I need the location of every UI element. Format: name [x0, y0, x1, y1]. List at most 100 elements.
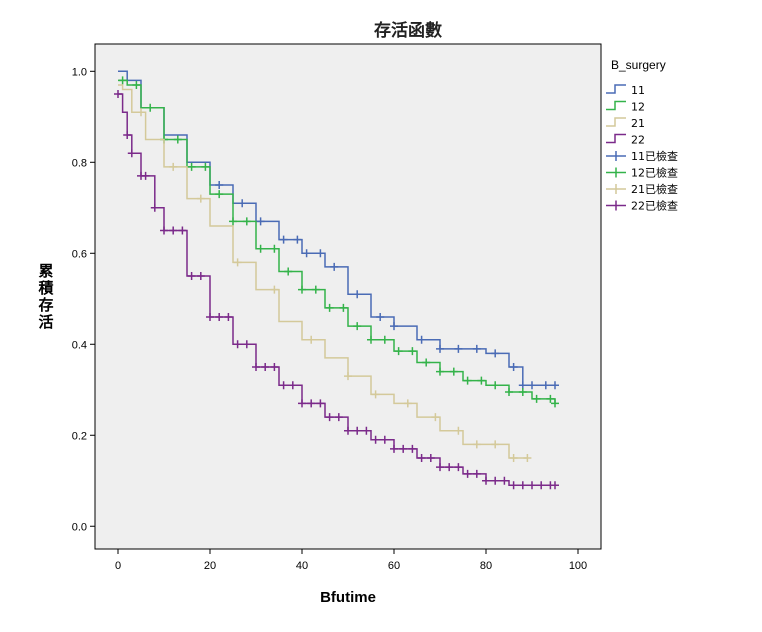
censor-mark — [518, 481, 527, 490]
chart-title: 存活函數 — [374, 20, 442, 41]
legend-censor-swatch — [606, 167, 626, 178]
censor-mark — [187, 272, 196, 281]
censor-mark — [339, 303, 348, 312]
y-axis-title-char: 積 — [37, 279, 54, 297]
censor-mark — [316, 399, 325, 408]
censor-mark — [422, 358, 431, 367]
series-11 — [118, 70, 559, 390]
censor-mark — [431, 413, 440, 422]
legend-step-swatch — [606, 84, 626, 94]
censor-mark — [325, 303, 334, 312]
censor-mark — [454, 463, 463, 472]
censor-mark — [417, 335, 426, 344]
censor-mark — [445, 463, 454, 472]
censor-mark — [491, 440, 500, 449]
censor-mark — [454, 426, 463, 435]
censor-mark — [408, 444, 417, 453]
censor-mark — [390, 322, 398, 331]
legend-step-swatch — [606, 133, 626, 144]
censor-mark — [270, 244, 279, 253]
censor-mark — [537, 481, 546, 490]
censor-mark — [261, 363, 270, 372]
censor-mark — [528, 381, 536, 390]
censor-mark — [376, 312, 385, 321]
censor-mark — [509, 363, 518, 372]
censor-mark — [380, 335, 389, 344]
censor-mark — [509, 481, 518, 490]
censor-mark — [532, 394, 541, 403]
censor-mark — [390, 444, 398, 453]
censor-mark — [344, 372, 352, 381]
censor-mark — [252, 363, 260, 372]
censor-mark — [353, 322, 362, 331]
censor-mark — [518, 388, 527, 397]
legend-censor-swatch — [606, 151, 626, 161]
censor-mark — [127, 149, 136, 158]
censor-mark — [316, 249, 325, 258]
censor-mark — [215, 181, 224, 190]
censor-mark — [288, 381, 297, 390]
x-axis: 0 20 40 60 80 100 — [115, 549, 587, 572]
censor-mark — [528, 481, 536, 490]
legend-censor-swatch — [606, 200, 626, 211]
censor-mark — [298, 399, 306, 408]
legend-title: B_surgery — [611, 58, 666, 72]
censor-mark — [256, 244, 265, 253]
censor-mark — [123, 130, 132, 139]
censor-mark — [518, 381, 527, 390]
censor-mark — [436, 367, 444, 376]
censor-mark — [229, 217, 237, 226]
series-layer — [114, 70, 559, 490]
censor-mark — [523, 454, 532, 463]
censor-mark — [463, 469, 472, 478]
censor-mark — [270, 285, 279, 294]
censor-mark — [307, 335, 316, 344]
censor-mark — [449, 367, 458, 376]
censor-mark — [491, 381, 500, 390]
y-tick-label: 0.4 — [72, 339, 87, 351]
y-axis-title-char: 存 — [38, 296, 53, 314]
censor-mark — [270, 363, 279, 372]
censor-mark — [463, 376, 472, 385]
censor-mark — [380, 435, 389, 444]
censor-mark — [169, 226, 178, 235]
censor-mark — [353, 426, 362, 435]
censor-mark — [325, 413, 334, 422]
censor-mark — [330, 262, 339, 271]
censor-mark — [403, 399, 412, 408]
censor-mark — [371, 390, 380, 399]
legend-step-swatch — [606, 117, 626, 127]
legend: B_surgery 11 12 21 22 11已檢查 12已檢查 21已檢查 22已檢查 — [606, 58, 678, 213]
censor-mark — [233, 340, 242, 349]
censor-mark — [546, 394, 555, 403]
censor-mark — [150, 203, 159, 212]
censor-mark — [302, 249, 311, 258]
censor-mark — [436, 344, 444, 353]
series-22 — [114, 90, 559, 490]
censor-mark — [311, 285, 320, 294]
y-tick-label: 0.0 — [72, 521, 87, 533]
censor-mark — [201, 162, 210, 171]
censor-mark — [509, 454, 518, 463]
censor-mark — [491, 349, 500, 358]
y-axis: 0.0 0.2 0.4 0.6 0.8 1.0 — [72, 66, 95, 533]
censor-mark — [505, 388, 513, 397]
censor-mark — [408, 347, 417, 356]
censor-mark — [472, 440, 481, 449]
censor-mark — [233, 258, 242, 267]
legend-label: 22 — [631, 134, 645, 147]
censor-mark — [196, 272, 205, 281]
censor-mark — [242, 340, 251, 349]
y-tick-label: 0.8 — [72, 157, 87, 169]
censor-mark — [472, 344, 481, 353]
censor-mark — [417, 454, 426, 463]
censor-mark — [307, 399, 316, 408]
censor-mark — [367, 335, 375, 344]
censor-mark — [279, 381, 288, 390]
censor-mark — [399, 444, 408, 453]
legend-label: 12已檢查 — [631, 166, 678, 180]
y-tick-label: 0.2 — [72, 430, 87, 442]
censor-mark — [256, 217, 265, 226]
